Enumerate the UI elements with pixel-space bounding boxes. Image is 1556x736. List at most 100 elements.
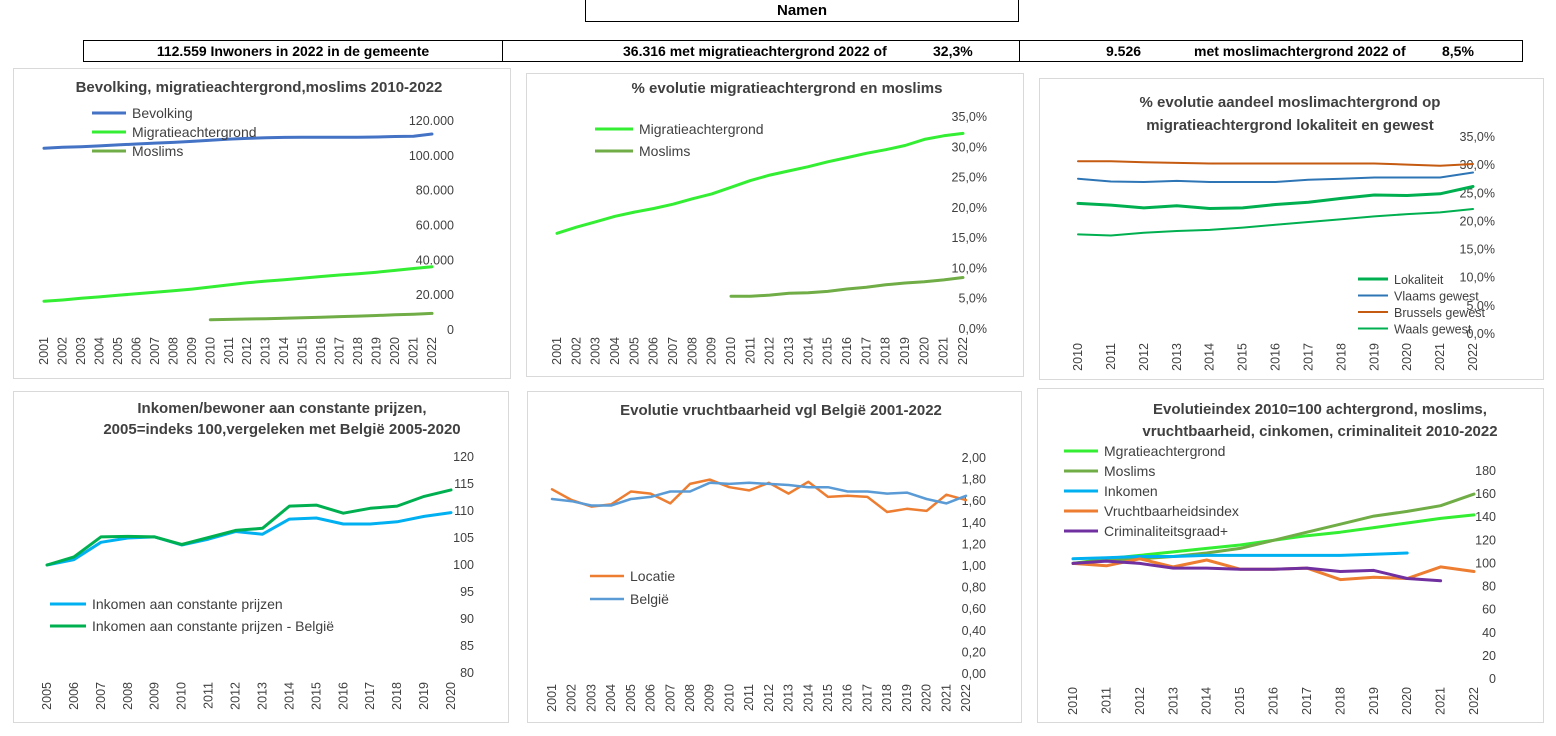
x-tick-label: 2010 [1071, 343, 1085, 371]
x-tick-label: 2019 [898, 337, 912, 365]
x-tick-label: 2022 [956, 337, 970, 365]
x-tick-label: 2021 [937, 337, 951, 365]
x-tick-label: 2008 [121, 682, 135, 710]
population-chart: Bevolking, migratieachtergrond,moslims 2… [37, 79, 454, 365]
summary-bar: 112.559 Inwoners in 2022 in de gemeente … [83, 40, 1523, 62]
y-tick-label: 5,0% [959, 292, 988, 306]
series-line [1071, 559, 1443, 583]
y-tick-label: 60 [1482, 603, 1496, 617]
y-tick-label: 0,60 [962, 602, 986, 616]
x-tick-label: 2011 [743, 337, 757, 364]
x-tick-label: 2013 [255, 682, 269, 710]
chart-title: Evolutieindex 2010=100 achtergrond, mosl… [1153, 401, 1487, 418]
x-tick-label: 2016 [336, 682, 350, 710]
x-tick-label: 2013 [782, 684, 796, 712]
x-tick-label: 2013 [259, 337, 273, 365]
x-tick-label: 2002 [569, 337, 583, 365]
x-tick-label: 2018 [351, 337, 365, 365]
y-tick-label: 20.000 [416, 288, 454, 302]
x-tick-label: 2021 [407, 337, 421, 365]
x-tick-label: 2012 [1133, 687, 1147, 715]
muslims-text: met moslimachtergrond 2022 of [1194, 43, 1406, 59]
x-tick-label: 2017 [333, 337, 347, 365]
x-tick-label: 2005 [111, 337, 125, 365]
x-tick-label: 2012 [763, 337, 777, 365]
series-line [45, 488, 453, 567]
x-tick-label: 2012 [762, 684, 776, 712]
x-tick-label: 2017 [859, 337, 873, 365]
x-tick-label: 2016 [314, 337, 328, 365]
y-tick-label: 120.000 [409, 114, 454, 128]
legend-label: Inkomen [1104, 483, 1158, 499]
y-tick-label: 0,0% [959, 322, 988, 336]
legend-label: Inkomen aan constante prijzen [92, 596, 283, 612]
y-tick-label: 25,0% [952, 171, 987, 185]
x-tick-label: 2015 [1233, 687, 1247, 715]
x-tick-label: 2021 [1433, 343, 1447, 371]
x-tick-label: 2005 [627, 337, 641, 365]
x-tick-label: 2020 [1400, 687, 1414, 715]
y-tick-label: 0 [447, 323, 454, 337]
y-tick-label: 25,0% [1460, 186, 1495, 200]
x-tick-label: 2016 [840, 337, 854, 365]
y-tick-label: 180 [1475, 464, 1496, 478]
y-tick-label: 30,0% [1460, 158, 1495, 172]
series-line [1077, 208, 1474, 237]
x-tick-label: 2005 [624, 684, 638, 712]
y-tick-label: 20,0% [952, 201, 987, 215]
population-cell: 112.559 Inwoners in 2022 in de gemeente [84, 41, 503, 61]
legend-label: Vruchtbaarheidsindex [1104, 503, 1239, 519]
y-tick-label: 40.000 [416, 253, 454, 267]
x-tick-label: 2011 [222, 337, 236, 364]
series-line [729, 276, 965, 298]
y-tick-label: 80 [460, 666, 474, 680]
fertility-chart: Evolutie vruchtbaarheid vgl België 2001-… [545, 402, 986, 712]
legend-label: België [630, 591, 669, 607]
x-tick-label: 2022 [959, 684, 973, 712]
x-tick-label: 2002 [55, 337, 69, 365]
x-tick-label: 2020 [917, 337, 931, 365]
x-tick-label: 2007 [663, 684, 677, 712]
legend-label: Bevolking [132, 105, 193, 121]
y-tick-label: 95 [460, 585, 474, 599]
x-tick-label: 2008 [683, 684, 697, 712]
x-tick-label: 2019 [1367, 343, 1381, 371]
x-tick-label: 2006 [129, 337, 143, 365]
x-tick-label: 2004 [604, 684, 618, 712]
y-tick-label: 120 [1475, 533, 1496, 547]
x-tick-label: 2019 [900, 684, 914, 712]
x-tick-label: 2015 [821, 684, 835, 712]
y-tick-label: 0,0% [1467, 327, 1496, 341]
y-tick-label: 90 [460, 612, 474, 626]
x-tick-label: 2019 [1367, 687, 1381, 715]
x-tick-label: 2017 [363, 682, 377, 710]
series-line [550, 481, 968, 507]
x-tick-label: 2006 [647, 337, 661, 365]
y-tick-label: 100 [453, 558, 474, 572]
x-tick-label: 2011 [1104, 343, 1118, 370]
y-tick-label: 100.000 [409, 149, 454, 163]
series-line [1076, 185, 1475, 210]
x-tick-label: 2022 [1466, 343, 1480, 371]
legend-label: Waals gewest [1394, 323, 1472, 337]
legend-label: Lokaliteit [1394, 273, 1444, 287]
x-tick-label: 2013 [1166, 687, 1180, 715]
muslims-pct: 8,5% [1442, 43, 1474, 59]
legend-label: Moslims [1104, 463, 1155, 479]
x-tick-label: 2015 [296, 337, 310, 365]
chart-title: migratieachtergrond lokaliteit en gewest [1146, 117, 1434, 134]
population-text: 112.559 Inwoners in 2022 in de gemeente [156, 43, 430, 59]
x-tick-label: 2015 [1236, 343, 1250, 371]
series-line [45, 511, 453, 567]
y-tick-label: 1,80 [962, 473, 986, 487]
y-tick-label: 0 [1489, 672, 1496, 686]
series-line [1071, 551, 1409, 561]
chart-panel-population: Bevolking, migratieachtergrond,moslims 2… [13, 68, 511, 379]
x-tick-label: 2020 [444, 682, 458, 710]
x-tick-label: 2008 [166, 337, 180, 365]
x-tick-label: 2014 [1200, 687, 1214, 715]
x-tick-label: 2003 [584, 684, 598, 712]
x-tick-label: 2008 [685, 337, 699, 365]
series-line [550, 478, 968, 514]
y-tick-label: 30,0% [952, 140, 987, 154]
